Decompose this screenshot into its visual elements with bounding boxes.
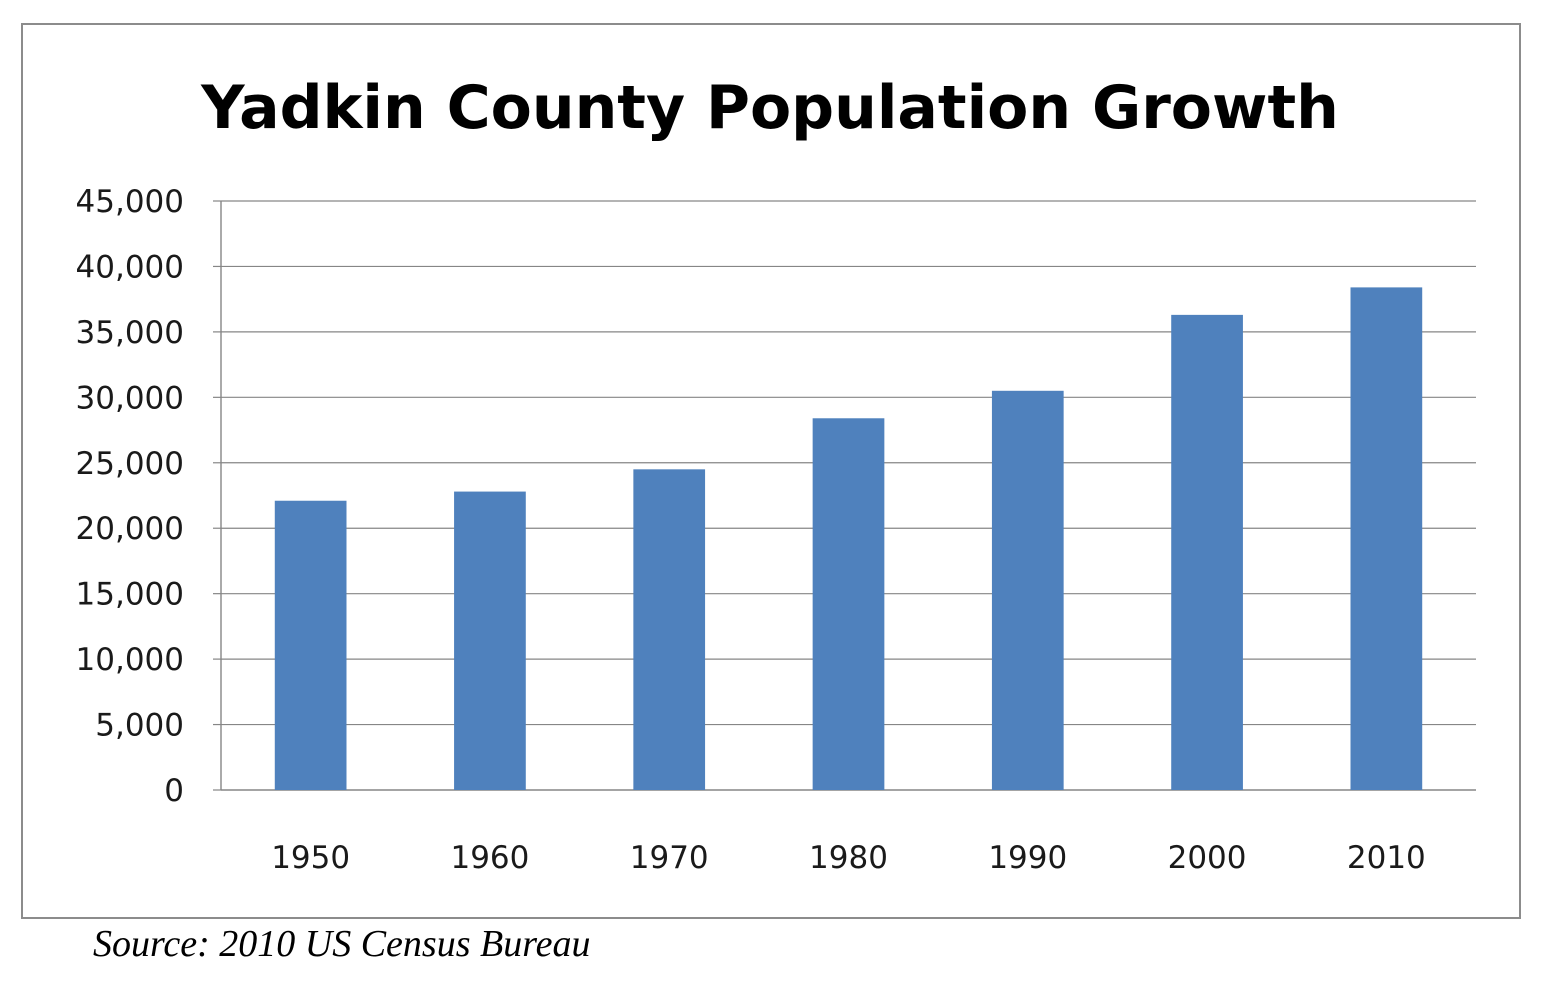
bar-1980 [812, 418, 885, 790]
bar-1960 [454, 491, 526, 790]
x-tick-label: 2000 [1168, 840, 1247, 876]
bar-2000 [1171, 314, 1243, 790]
chart-title: Yadkin County Population Growth [200, 73, 1339, 143]
x-tick-label: 1950 [271, 840, 350, 876]
chart-frame [21, 23, 1521, 919]
y-tick-label: 10,000 [76, 642, 184, 678]
bar-1970 [633, 469, 706, 790]
y-tick-label: 15,000 [76, 577, 184, 613]
bars [274, 287, 1423, 790]
x-tick-label: 1960 [450, 840, 529, 876]
x-tick-label: 1990 [988, 840, 1067, 876]
x-tick-label: 1980 [809, 840, 888, 876]
y-tick-label: 20,000 [76, 511, 184, 547]
y-tick-label: 5,000 [95, 708, 184, 744]
y-tick-label: 35,000 [76, 315, 184, 351]
source-note: Source: 2010 US Census Bureau [93, 923, 591, 965]
bar-1950 [274, 500, 347, 790]
x-axis-ticks: 1950 1960 1970 1980 1990 2000 2010 [271, 840, 1426, 876]
x-tick-label: 2010 [1347, 840, 1426, 876]
y-tick-label: 0 [164, 773, 184, 809]
bar-2010 [1350, 287, 1423, 790]
bar-1990 [991, 390, 1064, 790]
y-axis-ticks: 0 5,000 10,000 15,000 20,000 25,000 30,000 35,0… [76, 184, 184, 809]
y-tick-label: 25,000 [76, 446, 184, 482]
x-tick-label: 1970 [630, 840, 709, 876]
y-tick-label: 30,000 [76, 380, 184, 416]
y-tick-label: 40,000 [76, 249, 184, 285]
y-tick-label: 45,000 [76, 184, 184, 220]
